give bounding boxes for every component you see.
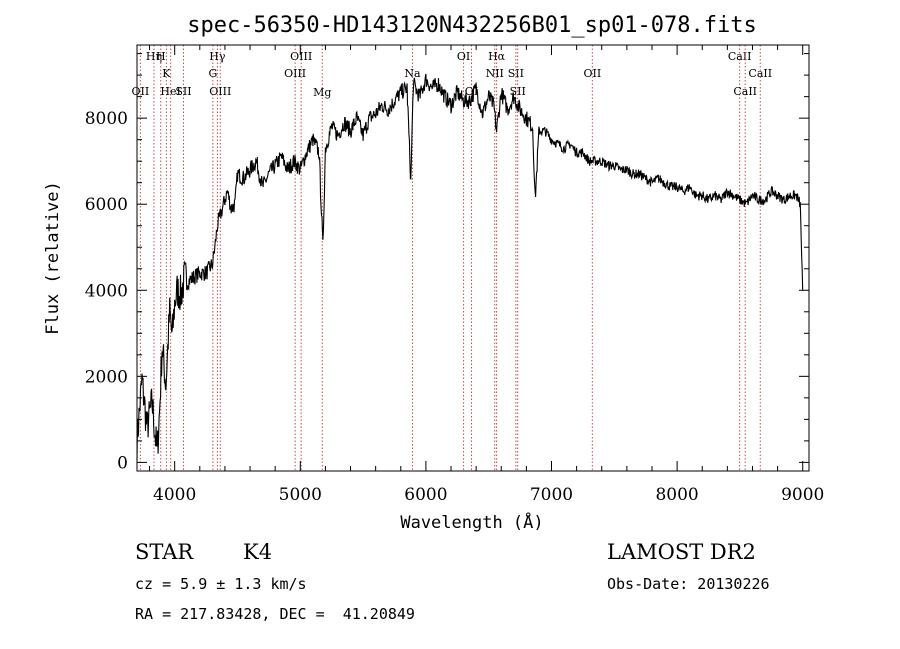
y-tick-label: 4000 <box>85 281 128 301</box>
axis-ticks: 4000 5000 6000 7000 8000 9000 0 2000 4000 6000 800… <box>85 45 824 505</box>
redshift-cz: cz = 5.9 ± 1.3 km/s <box>135 575 307 593</box>
spectral-line-label: CaII <box>733 85 757 98</box>
spectral-line-label: SII <box>510 85 526 98</box>
spectral-line-label: CaII <box>728 50 752 63</box>
spectrum-series <box>136 73 804 461</box>
survey-name: LAMOST DR2 <box>607 540 756 564</box>
spectral-line-label: OIII <box>284 67 306 80</box>
x-tick-label: 5000 <box>279 485 322 505</box>
y-tick-label: 6000 <box>85 195 128 215</box>
x-tick-label: 7000 <box>530 485 573 505</box>
spectral-line-label: Mg <box>313 86 331 99</box>
y-tick-label: 8000 <box>85 109 128 129</box>
y-tick-label: 2000 <box>85 367 128 387</box>
spectral-line-label: K <box>162 67 171 80</box>
spectral-line-label: SII <box>175 85 191 98</box>
y-axis-label: Flux (relative) <box>43 181 63 335</box>
spectral-line-label: OII <box>583 67 601 80</box>
spectral-line-label: OII <box>132 85 150 98</box>
x-tick-label: 4000 <box>153 485 196 505</box>
x-axis-label: Wavelength (Å) <box>400 511 543 533</box>
spectral-line-label: Hη <box>146 50 162 63</box>
object-class: STAR <box>135 540 194 564</box>
plot-frame <box>136 44 810 472</box>
x-tick-label: 6000 <box>404 485 447 505</box>
spectral-line-label: Hα <box>488 50 506 63</box>
spectral-line-label: G <box>208 67 217 80</box>
spectral-line-label: Hγ <box>209 50 226 63</box>
chart-title: spec-56350-HD143120N432256B01_sp01-078.f… <box>187 13 757 38</box>
x-tick-label: 8000 <box>655 485 698 505</box>
spectral-lines-layer: OIIHηHKHeISIIHγGOIIIOIIIOIIIMgNaOIOIHαNI… <box>132 45 772 471</box>
spectral-line-label: HeI <box>160 85 180 98</box>
spectral-line-label: SII <box>508 67 524 80</box>
object-subclass: K4 <box>243 540 273 564</box>
spectral-line-label: OIII <box>209 85 231 98</box>
spectral-line-label: Na <box>404 67 421 80</box>
coordinates: RA = 217.83428, DEC = 41.20849 <box>135 605 415 623</box>
spectral-line-label: H <box>156 50 166 63</box>
spectral-line-label: CaII <box>748 67 772 80</box>
spectral-line-label: OIII <box>290 50 312 63</box>
spectral-line-label: NII <box>486 67 504 80</box>
x-tick-label: 9000 <box>781 485 824 505</box>
observation-date: Obs-Date: 20130226 <box>607 575 770 593</box>
spectral-line-label: OI <box>457 50 470 63</box>
spectral-line-label: OI <box>465 85 478 98</box>
y-tick-label: 0 <box>117 453 128 473</box>
